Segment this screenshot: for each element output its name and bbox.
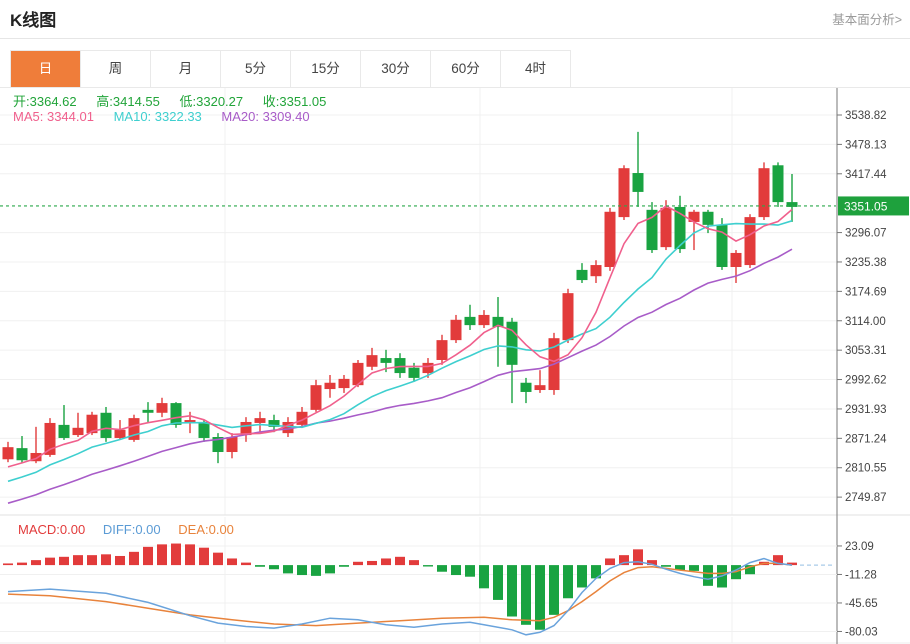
- svg-text:2810.55: 2810.55: [845, 463, 887, 475]
- tabbar-underline: [0, 87, 910, 88]
- svg-text:-11.28: -11.28: [845, 569, 877, 581]
- ohlc-row: 开:3364.62 高:3414.55 低:3320.27 收:3351.05: [13, 91, 342, 110]
- svg-text:3351.05: 3351.05: [844, 199, 888, 213]
- tab-30min[interactable]: 30分: [361, 51, 431, 87]
- diff-value-label: DIFF:0.00: [102, 522, 161, 537]
- tab-weekly[interactable]: 周: [81, 51, 151, 87]
- tab-5min[interactable]: 5分: [221, 51, 291, 87]
- tab-daily[interactable]: 日: [11, 51, 81, 87]
- svg-text:3478.13: 3478.13: [845, 139, 887, 151]
- ma-row: MA5: 3344.01 MA10: 3322.33 MA20: 3309.40: [13, 109, 326, 124]
- page-title: K线图: [10, 11, 57, 30]
- tab-monthly[interactable]: 月: [151, 51, 221, 87]
- svg-text:2749.87: 2749.87: [845, 492, 887, 504]
- ma5-value: 3344.01: [46, 109, 94, 124]
- svg-text:3235.38: 3235.38: [845, 257, 887, 269]
- open-pair: 开:3364.62: [13, 94, 77, 109]
- svg-text:2931.93: 2931.93: [845, 404, 887, 416]
- dea-value-label: DEA:0.00: [178, 522, 234, 537]
- high-pair: 高:3414.55: [96, 94, 160, 109]
- close-value: 3351.05: [279, 94, 327, 109]
- svg-text:2871.24: 2871.24: [845, 433, 887, 445]
- svg-text:3417.44: 3417.44: [845, 169, 887, 181]
- low-pair: 低:3320.27: [179, 94, 244, 109]
- macd-label-row: MACD:0.00 DIFF:0.00 DEA:0.00: [18, 522, 248, 537]
- header-divider: [0, 38, 910, 39]
- ma10-value: 3322.33: [154, 109, 202, 124]
- tab-4hour[interactable]: 4时: [501, 51, 570, 87]
- svg-text:-45.65: -45.65: [845, 598, 878, 610]
- svg-text:2992.62: 2992.62: [845, 375, 887, 387]
- interval-tabbar: 日 周 月 5分 15分 30分 60分 4时: [10, 50, 571, 88]
- low-value: 3320.27: [196, 94, 244, 109]
- fundamental-analysis-link[interactable]: 基本面分析>: [832, 13, 902, 27]
- ma10-pair: MA10: 3322.33: [113, 109, 202, 124]
- tab-15min[interactable]: 15分: [291, 51, 361, 87]
- close-pair: 收:3351.05: [262, 94, 327, 109]
- svg-text:23.09: 23.09: [845, 541, 874, 553]
- svg-text:3053.31: 3053.31: [845, 345, 887, 357]
- svg-text:-80.03: -80.03: [845, 626, 878, 638]
- macd-value-label: MACD:0.00: [18, 522, 86, 537]
- svg-text:3538.82: 3538.82: [845, 110, 887, 122]
- svg-text:3114.00: 3114.00: [845, 316, 886, 328]
- svg-text:3174.69: 3174.69: [845, 286, 887, 298]
- high-value: 3414.55: [112, 94, 160, 109]
- tab-60min[interactable]: 60分: [431, 51, 501, 87]
- open-value: 3364.62: [29, 94, 77, 109]
- ma5-pair: MA5: 3344.01: [13, 109, 94, 124]
- svg-text:3296.07: 3296.07: [845, 228, 887, 240]
- ma20-value: 3309.40: [262, 109, 310, 124]
- ma20-pair: MA20: 3309.40: [221, 109, 310, 124]
